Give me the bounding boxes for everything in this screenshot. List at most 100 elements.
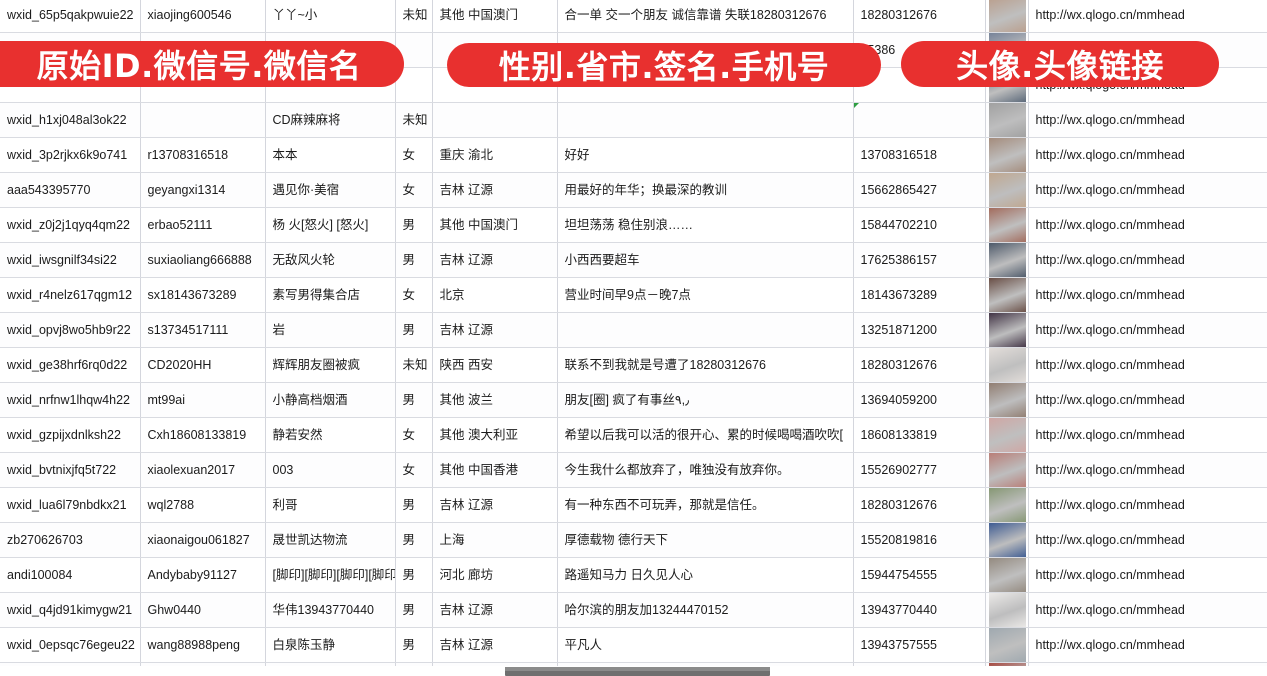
cell-avatar[interactable] <box>985 627 1029 663</box>
cell-gender[interactable]: 未知 <box>395 347 433 383</box>
table-row[interactable]: wxid_q4jd91kimygw21 Ghw0440 华伟13943770440 男… <box>0 592 1267 628</box>
table-row[interactable]: wxid_bvtnixjfq5t722 xiaolexuan2017 003 女其他 … <box>0 452 1267 488</box>
cell-gender[interactable]: 男 <box>395 242 433 278</box>
cell-sign[interactable]: 朋友[圈] 疯了有事丝٩,٫ <box>557 382 854 418</box>
cell-phone[interactable]: 15520819816 <box>853 522 986 558</box>
cell-link[interactable]: http://wx.qlogo.cn/mmhead <box>1028 137 1267 173</box>
cell-avatar[interactable] <box>985 487 1029 523</box>
cell-sign[interactable]: 坦坦荡荡 稳住别浪…… <box>557 207 854 243</box>
cell-avatar[interactable] <box>985 592 1029 628</box>
cell-name[interactable]: [脚印][脚印][脚印][脚印 <box>265 557 396 593</box>
cell-name[interactable]: CD麻辣麻将 <box>265 102 396 138</box>
table-row[interactable]: wxid_nrfnw1lhqw4h22 mt99ai 小静高档烟酒男其他 波兰 朋友[… <box>0 382 1267 418</box>
cell-phone[interactable] <box>853 102 986 138</box>
cell-phone[interactable]: 13943757555 <box>853 627 986 663</box>
cell-wxid[interactable]: suxiaoliang666888 <box>140 242 266 278</box>
cell-gender[interactable]: 女 <box>395 172 433 208</box>
cell-region[interactable]: 北京 <box>432 277 558 313</box>
cell-avatar[interactable] <box>985 557 1029 593</box>
cell-link[interactable]: http://wx.qlogo.cn/mmhead <box>1028 0 1267 33</box>
cell-link[interactable]: http://wx.qlogo.cn/mmhead <box>1028 347 1267 383</box>
cell-region[interactable]: 重庆 渝北 <box>432 137 558 173</box>
cell-gender[interactable]: 女 <box>395 277 433 313</box>
table-row[interactable]: wxid_opvj8wo5hb9r22 s13734517111 岩男吉林 辽源 13… <box>0 312 1267 348</box>
cell-region[interactable]: 吉林 辽源 <box>432 627 558 663</box>
cell-region[interactable]: 吉林 辽源 <box>432 172 558 208</box>
cell-phone[interactable]: 15662865427 <box>853 172 986 208</box>
cell-phone[interactable]: 18280312676 <box>853 0 986 33</box>
cell-wxid[interactable] <box>140 102 266 138</box>
cell-sign[interactable]: 联系不到我就是号遭了18280312676 <box>557 347 854 383</box>
cell-phone[interactable]: 13694059200 <box>853 382 986 418</box>
cell-avatar[interactable] <box>985 382 1029 418</box>
cell-avatar[interactable] <box>985 417 1029 453</box>
cell-link[interactable]: http://wx.qlogo.cn/mmhead <box>1028 627 1267 663</box>
cell-origin[interactable]: aaa543395770 <box>0 172 141 208</box>
cell-gender[interactable]: 女 <box>395 452 433 488</box>
horizontal-scrollbar[interactable] <box>0 666 1267 676</box>
cell-sign[interactable]: 合一单 交一个朋友 诚信靠谱 失联18280312676 <box>557 0 854 33</box>
cell-region[interactable]: 吉林 辽源 <box>432 592 558 628</box>
cell-phone[interactable]: 13708316518 <box>853 137 986 173</box>
table-row[interactable]: wxid_3p2rjkx6k9o741 r13708316518 本本女重庆 渝北好… <box>0 137 1267 173</box>
cell-region[interactable]: 上海 <box>432 522 558 558</box>
cell-origin[interactable]: wxid_gzpijxdnlksh22 <box>0 417 141 453</box>
cell-wxid[interactable]: s13734517111 <box>140 312 266 348</box>
cell-phone[interactable]: 17625386157 <box>853 242 986 278</box>
cell-sign[interactable]: 营业时间早9点－晚7点 <box>557 277 854 313</box>
cell-wxid[interactable]: mt99ai <box>140 382 266 418</box>
cell-sign[interactable]: 今生我什么都放弃了，唯独没有放弃你。 <box>557 452 854 488</box>
cell-avatar[interactable] <box>985 0 1029 33</box>
cell-avatar[interactable] <box>985 137 1029 173</box>
cell-origin[interactable]: wxid_3p2rjkx6k9o741 <box>0 137 141 173</box>
cell-wxid[interactable]: wang88988peng <box>140 627 266 663</box>
table-row[interactable]: wxid_r4nelz617qgm12 sx18143673289 素写男得集合店女… <box>0 277 1267 313</box>
cell-region[interactable]: 其他 中国香港 <box>432 452 558 488</box>
cell-origin[interactable]: wxid_ge38hrf6rq0d22 <box>0 347 141 383</box>
cell-wxid[interactable]: CD2020HH <box>140 347 266 383</box>
cell-wxid[interactable]: xiaolexuan2017 <box>140 452 266 488</box>
cell-origin[interactable]: wxid_nrfnw1lhqw4h22 <box>0 382 141 418</box>
cell-name[interactable]: 丫丫~小 <box>265 0 396 33</box>
table-row[interactable]: zb270626703 xiaonaigou061827 晟世凯达物流男上海 厚德载物… <box>0 522 1267 558</box>
cell-gender[interactable]: 男 <box>395 522 433 558</box>
cell-wxid[interactable]: Andybaby91127 <box>140 557 266 593</box>
cell-link[interactable]: http://wx.qlogo.cn/mmhead <box>1028 207 1267 243</box>
cell-origin[interactable]: wxid_opvj8wo5hb9r22 <box>0 312 141 348</box>
cell-sign[interactable]: 有一种东西不可玩弄，那就是信任。 <box>557 487 854 523</box>
cell-wxid[interactable]: geyangxi1314 <box>140 172 266 208</box>
cell-avatar[interactable] <box>985 277 1029 313</box>
cell-origin[interactable]: wxid_0epsqc76egeu22 <box>0 627 141 663</box>
cell-avatar[interactable] <box>985 452 1029 488</box>
cell-link[interactable]: http://wx.qlogo.cn/mmhead <box>1028 487 1267 523</box>
cell-origin[interactable]: wxid_lua6l79nbdkx21 <box>0 487 141 523</box>
cell-link[interactable]: http://wx.qlogo.cn/mmhead <box>1028 242 1267 278</box>
cell-region[interactable]: 陕西 西安 <box>432 347 558 383</box>
table-row[interactable]: wxid_z0j2j1qyq4qm22 erbao52111 杨 火[怒火] [怒火… <box>0 207 1267 243</box>
table-row[interactable]: aaa543395770 geyangxi1314 遇见你·美宿女吉林 辽源 用最好的… <box>0 172 1267 208</box>
cell-origin[interactable]: wxid_r4nelz617qgm12 <box>0 277 141 313</box>
cell-avatar[interactable] <box>985 522 1029 558</box>
cell-name[interactable]: 华伟13943770440 <box>265 592 396 628</box>
cell-origin[interactable]: wxid_bvtnixjfq5t722 <box>0 452 141 488</box>
cell-phone[interactable]: 15526902777 <box>853 452 986 488</box>
cell-link[interactable]: http://wx.qlogo.cn/mmhead <box>1028 417 1267 453</box>
cell-origin[interactable]: zb270626703 <box>0 522 141 558</box>
table-row[interactable]: andi100084 Andybaby91127 [脚印][脚印][脚印][脚印男河… <box>0 557 1267 593</box>
cell-gender[interactable]: 男 <box>395 207 433 243</box>
cell-gender[interactable]: 男 <box>395 382 433 418</box>
cell-link[interactable]: http://wx.qlogo.cn/mmhead <box>1028 592 1267 628</box>
cell-link[interactable]: http://wx.qlogo.cn/mmhead <box>1028 452 1267 488</box>
cell-phone[interactable]: 18608133819 <box>853 417 986 453</box>
cell-wxid[interactable]: sx18143673289 <box>140 277 266 313</box>
cell-gender[interactable]: 未知 <box>395 0 433 33</box>
cell-name[interactable]: 小静高档烟酒 <box>265 382 396 418</box>
cell-wxid[interactable]: wql2788 <box>140 487 266 523</box>
cell-sign[interactable]: 好好 <box>557 137 854 173</box>
cell-name[interactable]: 杨 火[怒火] [怒火] <box>265 207 396 243</box>
cell-phone[interactable]: 18280312676 <box>853 487 986 523</box>
cell-gender[interactable]: 女 <box>395 137 433 173</box>
cell-gender[interactable]: 男 <box>395 487 433 523</box>
